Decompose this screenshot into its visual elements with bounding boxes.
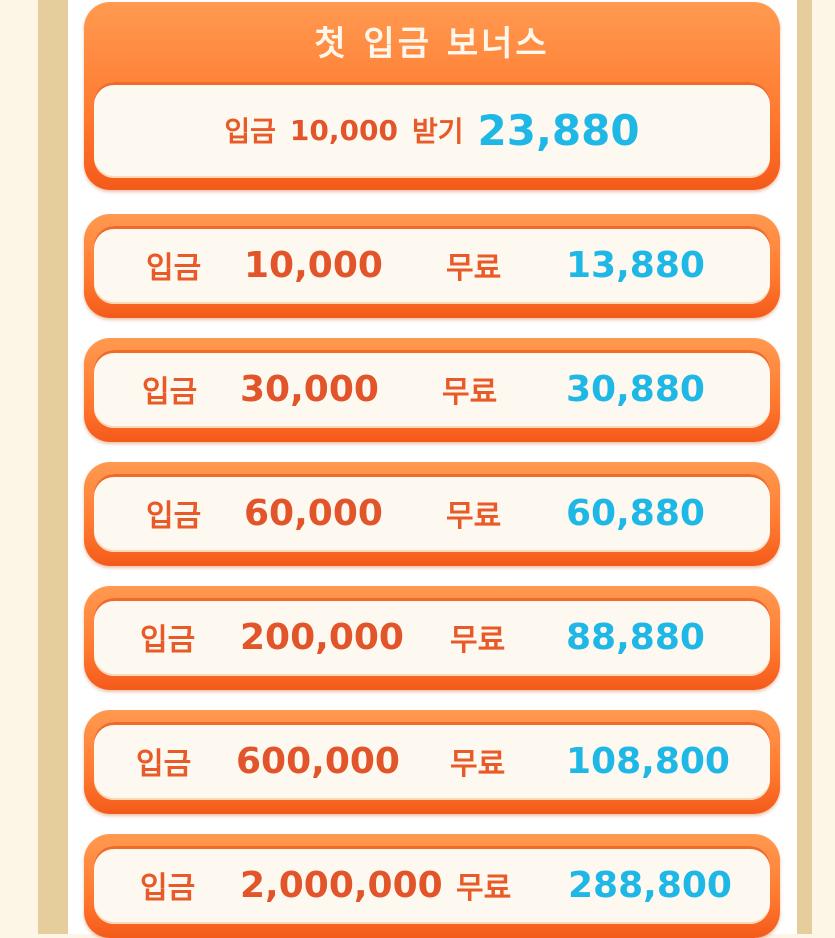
- free-label: 무료: [446, 251, 502, 286]
- deposit-amount: 200,000: [240, 616, 404, 658]
- free-label: 무료: [456, 871, 512, 906]
- tier-detail: 입금 60,000 무료 60,880: [94, 474, 770, 552]
- free-amount: 60,880: [566, 492, 705, 534]
- bonus-tier-card[interactable]: 입금 600,000 무료 108,800: [84, 710, 780, 814]
- bonus-tier-card[interactable]: 입금 30,000 무료 30,880: [84, 338, 780, 442]
- receive-label: 받기: [411, 115, 464, 148]
- bonus-detail: 입금 10,000 받기 23,880: [94, 82, 770, 178]
- bonus-tier-card[interactable]: 입금 60,000 무료 60,880: [84, 462, 780, 566]
- deposit-label: 입금: [224, 115, 276, 148]
- bonus-tier-card[interactable]: 입금 10,000 무료 13,880: [84, 214, 780, 318]
- tier-detail: 입금 200,000 무료 88,880: [94, 598, 770, 676]
- free-amount: 108,800: [566, 740, 730, 782]
- free-label: 무료: [450, 747, 506, 782]
- deposit-label: 입금: [146, 251, 202, 286]
- free-amount: 288,800: [568, 864, 732, 906]
- free-label: 무료: [442, 375, 498, 410]
- tier-detail: 입금 30,000 무료 30,880: [94, 350, 770, 428]
- first-deposit-bonus-card[interactable]: 첫 입금 보너스 입금 10,000 받기 23,880: [84, 2, 780, 190]
- deposit-label: 입금: [140, 871, 196, 906]
- tier-detail: 입금 10,000 무료 13,880: [94, 226, 770, 304]
- receive-amount: 23,880: [477, 105, 640, 155]
- card-title: 첫 입금 보너스: [314, 24, 550, 64]
- tier-detail: 입금 600,000 무료 108,800: [94, 722, 770, 800]
- bonus-tier-card[interactable]: 입금 2,000,000 무료 288,800: [84, 834, 780, 938]
- deposit-label: 입금: [142, 375, 198, 410]
- deposit-amount: 60,000: [244, 492, 383, 534]
- free-amount: 30,880: [566, 368, 705, 410]
- deposit-label: 입금: [136, 747, 192, 782]
- tier-detail: 입금 2,000,000 무료 288,800: [94, 846, 770, 924]
- bonus-tier-card[interactable]: 입금 200,000 무료 88,880: [84, 586, 780, 690]
- deposit-amount: 2,000,000: [240, 864, 443, 906]
- deposit-amount: 600,000: [236, 740, 400, 782]
- deposit-label: 입금: [140, 623, 196, 658]
- free-amount: 88,880: [566, 616, 705, 658]
- free-label: 무료: [450, 623, 506, 658]
- free-label: 무료: [446, 499, 502, 534]
- free-amount: 13,880: [566, 244, 705, 286]
- deposit-amount: 30,000: [240, 368, 379, 410]
- deposit-amount: 10,000: [289, 113, 398, 147]
- deposit-label: 입금: [146, 499, 202, 534]
- deposit-amount: 10,000: [244, 244, 383, 286]
